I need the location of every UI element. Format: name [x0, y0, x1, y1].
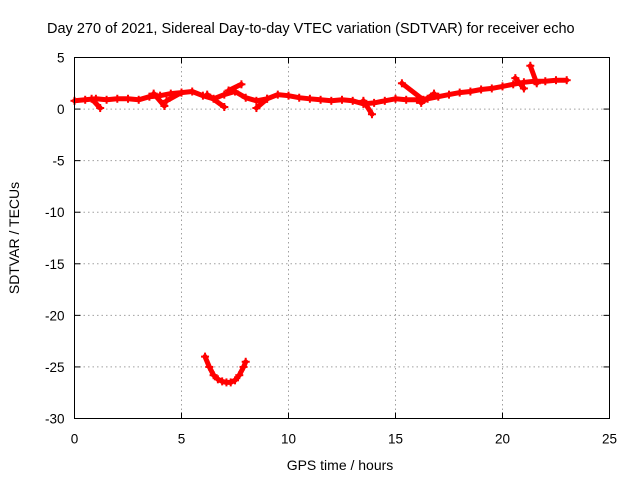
plot-frame [74, 57, 610, 419]
series-spurs-segment [399, 80, 426, 103]
x-tick-label: 0 [71, 432, 79, 447]
data-layer [70, 61, 571, 387]
series-spurs-segment [226, 81, 244, 93]
series-spurs-segment [164, 90, 184, 104]
chart-title: Day 270 of 2021, Sidereal Day-to-day VTE… [47, 21, 575, 37]
y-axis-label: SDTVAR / TECUs [6, 182, 22, 294]
x-tick-label: 20 [495, 432, 510, 447]
axis-layer: 0 5 10 15 20 25 5 0 -5 -10 -15 -20 -25 -30 [45, 51, 617, 447]
x-tick-label: 15 [388, 432, 403, 447]
series-spurs-segment [512, 75, 527, 91]
series-spurs-segment [527, 63, 540, 86]
y-tick-label: -10 [45, 205, 65, 220]
grid-layer [74, 57, 610, 419]
series-spurs-segment [360, 98, 375, 117]
y-tick-label: -5 [52, 154, 64, 169]
series-spurs-segment [418, 91, 437, 106]
y-tick-label: -20 [45, 308, 65, 323]
y-tick-label: 5 [57, 51, 65, 66]
series-spurs-segment [89, 96, 103, 111]
y-tick-label: -30 [45, 412, 65, 427]
series-spurs-segment [204, 92, 227, 110]
y-tick-label: -15 [45, 257, 65, 272]
series-spurs-segment [253, 96, 270, 111]
y-tick-label: -25 [45, 360, 65, 375]
y-tick-label: 0 [57, 102, 65, 117]
series-spurs-segment [151, 91, 167, 109]
x-axis-label: GPS time / hours [287, 457, 394, 473]
x-tick-label: 10 [281, 432, 296, 447]
x-tick-label: 25 [602, 432, 617, 447]
x-tick-label: 5 [178, 432, 186, 447]
